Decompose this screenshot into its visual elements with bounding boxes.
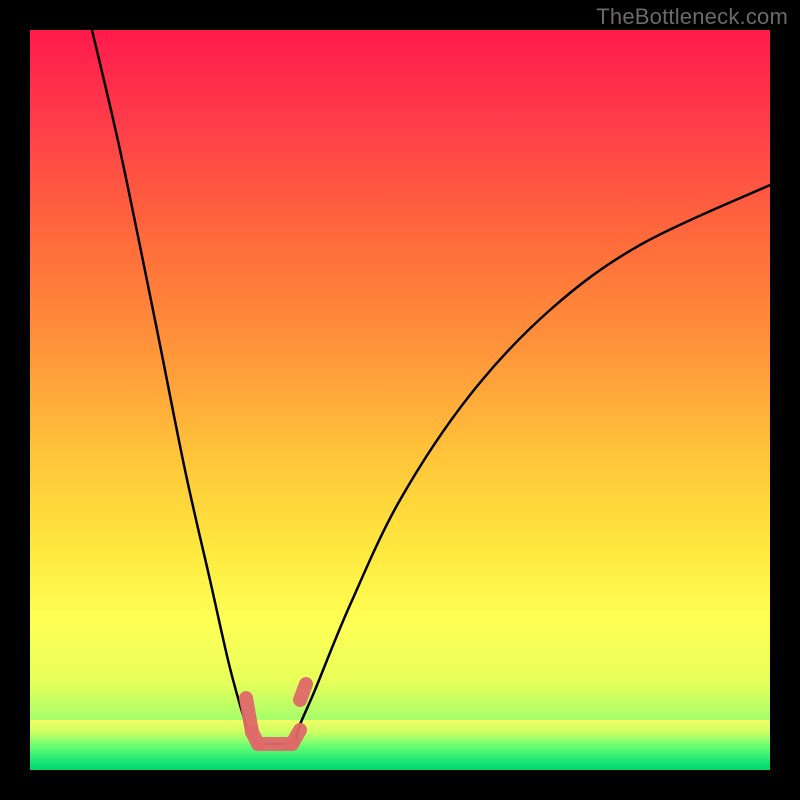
- highlight-segment: [292, 730, 300, 744]
- plot-background: [30, 30, 770, 770]
- watermark-text: TheBottleneck.com: [596, 4, 788, 30]
- green-optimal-band: [30, 720, 770, 770]
- highlight-segment: [300, 684, 306, 700]
- bottleneck-chart: [0, 0, 800, 800]
- chart-container: TheBottleneck.com: [0, 0, 800, 800]
- frame-side: [0, 770, 800, 800]
- frame-side: [770, 0, 800, 800]
- frame-side: [0, 0, 30, 800]
